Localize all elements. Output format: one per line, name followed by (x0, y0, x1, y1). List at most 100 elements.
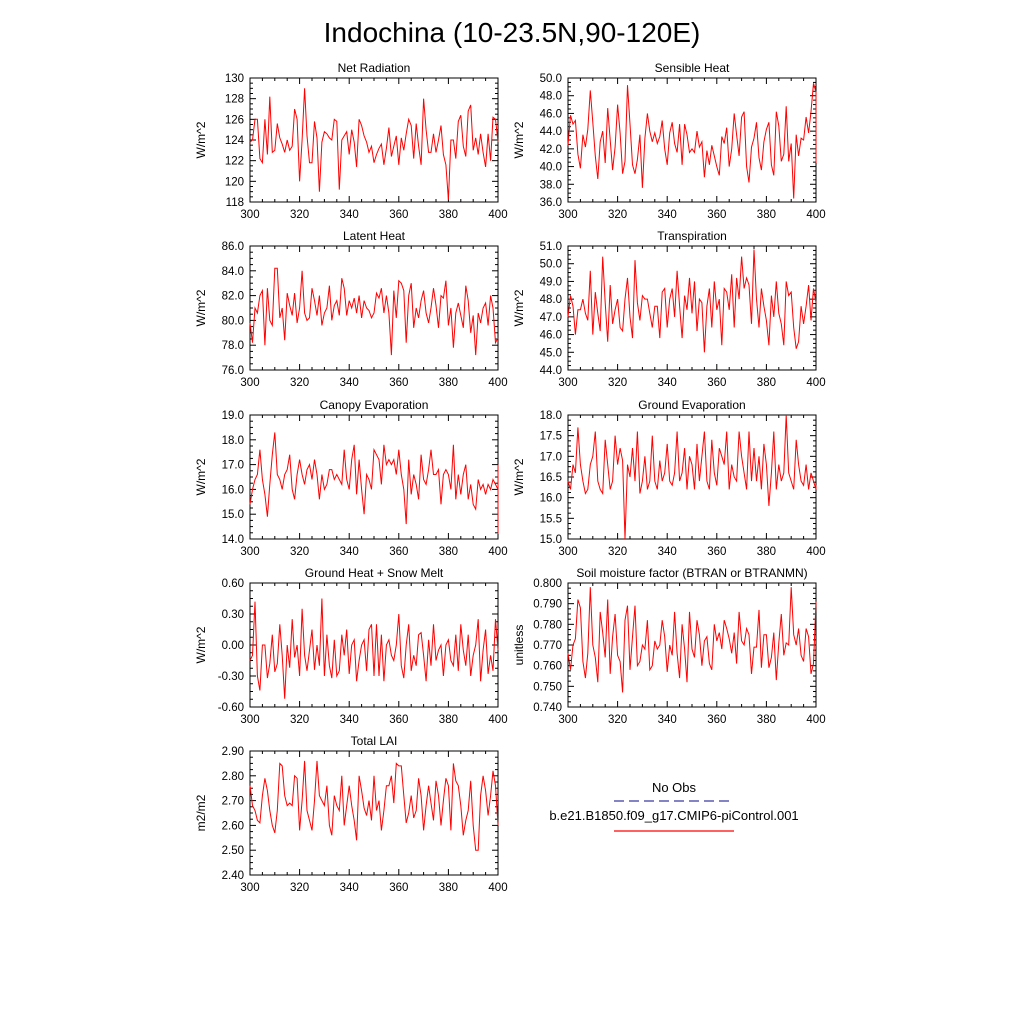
y-tick-label: 0.760 (533, 661, 562, 673)
y-tick-label: 19.0 (222, 410, 244, 422)
chart-panel-6: Ground Heat + Snow Melt W/m^2 300 320 340 360… (194, 566, 508, 726)
x-tick-label: 360 (389, 546, 408, 558)
y-tick-label: 17.0 (222, 460, 244, 472)
y-tick-label: 14.0 (222, 534, 244, 546)
y-tick-label: 84.0 (222, 266, 244, 278)
chart-panel-0: Net Radiation W/m^2 300 320 340 360 380 400 118 1… (194, 61, 508, 221)
x-tick-label: 300 (240, 882, 259, 894)
x-tick-label: 340 (658, 209, 677, 221)
series-line-0 (249, 432, 499, 534)
y-tick-label: 40.0 (540, 162, 562, 174)
panel-title: Ground Heat + Snow Melt (305, 566, 444, 580)
y-tick-label: 15.5 (540, 513, 562, 525)
y-tick-label: 49.0 (540, 276, 562, 288)
plot-frame (567, 414, 817, 540)
y-axis-label: W/m^2 (512, 121, 526, 158)
x-tick-label: 340 (340, 209, 359, 221)
x-tick-label: 340 (658, 377, 677, 389)
x-tick-label: 320 (608, 546, 627, 558)
panel-title: Ground Evaporation (638, 398, 745, 412)
x-tick-label: 320 (290, 882, 309, 894)
chart-panel-7: Soil moisture factor (BTRAN or BTRANMN) u… (512, 566, 826, 726)
plot-frame (249, 245, 499, 371)
legend: No Obs b.e21.B1850.f09_g17.CMIP6-piContr… (549, 780, 799, 832)
y-tick-label: 15.0 (222, 509, 244, 521)
y-tick-label: 0.30 (222, 609, 244, 621)
x-tick-label: 300 (558, 209, 577, 221)
y-tick-label: 15.0 (540, 534, 562, 546)
plot-frame (249, 414, 499, 540)
y-axis-label: W/m^2 (194, 121, 208, 158)
x-tick-label: 340 (340, 377, 359, 389)
x-tick-label: 320 (290, 546, 309, 558)
panel-title: Latent Heat (343, 229, 406, 243)
x-tick-label: 400 (488, 209, 507, 221)
y-tick-label: 80.0 (222, 315, 244, 327)
figure-title: Indochina (10-23.5N,90-120E) (324, 17, 701, 48)
y-tick-label: 51.0 (540, 241, 562, 253)
x-tick-label: 400 (488, 546, 507, 558)
x-tick-label: 380 (439, 377, 458, 389)
x-tick-label: 380 (757, 714, 776, 726)
y-tick-label: 118 (226, 197, 244, 209)
y-tick-label: 0.800 (533, 578, 562, 590)
y-tick-label: 36.0 (540, 197, 562, 209)
y-axis-label: W/m^2 (194, 458, 208, 495)
y-tick-label: 16.5 (540, 472, 562, 484)
series-line-0 (567, 83, 817, 199)
y-tick-label: 2.80 (222, 771, 244, 783)
series-line-0 (249, 598, 499, 699)
x-tick-label: 300 (240, 714, 259, 726)
y-tick-label: 0.770 (533, 640, 562, 652)
y-tick-label: -0.30 (218, 671, 244, 683)
y-tick-label: 86.0 (222, 241, 244, 253)
x-tick-label: 320 (608, 209, 627, 221)
y-tick-label: 0.750 (533, 681, 562, 693)
x-tick-label: 380 (439, 209, 458, 221)
x-tick-label: 320 (290, 209, 309, 221)
x-tick-label: 400 (806, 546, 825, 558)
x-tick-label: 380 (757, 546, 776, 558)
y-tick-label: 0.740 (533, 702, 562, 714)
x-tick-label: 340 (340, 714, 359, 726)
x-tick-label: 340 (658, 546, 677, 558)
x-tick-label: 380 (757, 209, 776, 221)
x-tick-label: 400 (488, 714, 507, 726)
x-tick-label: 400 (806, 209, 825, 221)
chart-panel-1: Sensible Heat W/m^2 300 320 340 360 380 400 36.0… (512, 61, 826, 221)
x-tick-label: 300 (558, 714, 577, 726)
x-tick-label: 380 (439, 546, 458, 558)
y-tick-label: 48.0 (540, 294, 562, 306)
x-tick-label: 300 (240, 377, 259, 389)
y-tick-label: 44.0 (540, 126, 562, 138)
x-tick-label: 400 (488, 377, 507, 389)
y-axis-label: W/m^2 (194, 289, 208, 326)
x-tick-label: 300 (558, 546, 577, 558)
x-tick-label: 360 (707, 546, 726, 558)
y-tick-label: 48.0 (540, 91, 562, 103)
x-tick-label: 380 (439, 882, 458, 894)
panel-grid: Net Radiation W/m^2 300 320 340 360 380 400 118 1… (194, 61, 826, 894)
x-tick-label: 360 (389, 209, 408, 221)
x-tick-label: 400 (806, 714, 825, 726)
x-tick-label: 320 (608, 377, 627, 389)
x-tick-label: 380 (757, 377, 776, 389)
panel-title: Total LAI (351, 734, 398, 748)
series-line-0 (249, 267, 499, 356)
y-tick-label: 2.50 (222, 845, 244, 857)
y-tick-label: 2.70 (222, 796, 244, 808)
y-tick-label: 0.60 (222, 578, 244, 590)
x-tick-label: 320 (290, 377, 309, 389)
y-tick-label: 2.90 (222, 746, 244, 758)
chart-panel-2: Latent Heat W/m^2 300 320 340 360 380 400 76.0 78… (194, 229, 508, 389)
y-tick-label: 130 (225, 73, 244, 85)
series-line-0 (249, 760, 499, 851)
y-tick-label: 16.0 (540, 493, 562, 505)
plot-frame (567, 77, 817, 203)
x-tick-label: 320 (290, 714, 309, 726)
x-tick-label: 360 (707, 714, 726, 726)
x-tick-label: 300 (240, 209, 259, 221)
y-tick-label: 0.780 (533, 619, 562, 631)
panel-title: Sensible Heat (655, 61, 730, 75)
x-tick-label: 340 (340, 882, 359, 894)
